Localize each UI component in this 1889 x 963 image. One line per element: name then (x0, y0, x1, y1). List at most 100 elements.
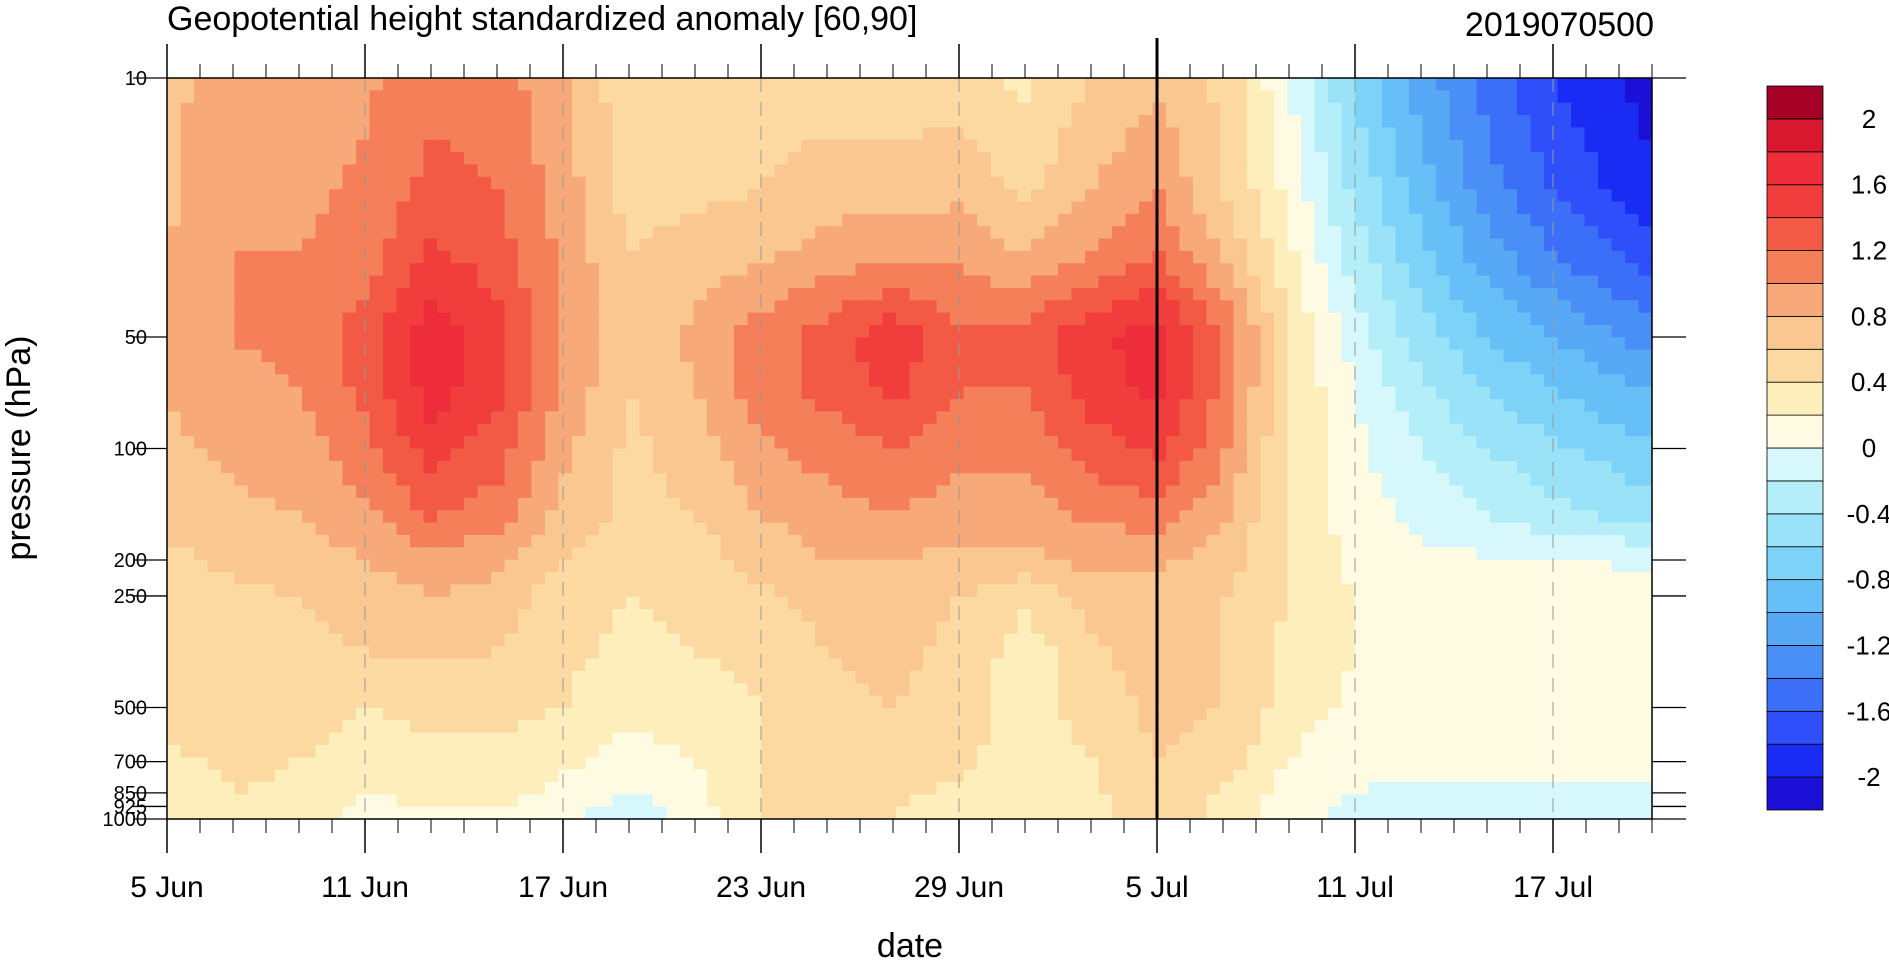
field-cell (1422, 152, 1437, 166)
field-cell (720, 473, 735, 487)
field-cell (1152, 78, 1167, 91)
field-cell (1031, 78, 1046, 91)
field-cell (1044, 448, 1059, 462)
field-cell (1625, 572, 1640, 585)
field-cell (356, 411, 371, 425)
field-cell (936, 534, 951, 548)
field-cell (1017, 337, 1032, 351)
field-cell (882, 374, 897, 388)
field-cell (1409, 78, 1424, 91)
field-cell (950, 436, 965, 450)
field-cell (1314, 411, 1329, 425)
field-cell (1517, 349, 1532, 363)
field-cell (531, 534, 546, 548)
field-cell (801, 436, 816, 450)
field-cell (504, 362, 519, 375)
field-cell (1301, 596, 1316, 610)
field-cell (1004, 300, 1019, 314)
field-cell (1476, 102, 1491, 116)
field-cell (1206, 226, 1221, 240)
field-cell (923, 510, 938, 524)
field-cell (828, 448, 843, 462)
field-cell (599, 559, 614, 573)
field-cell (612, 596, 627, 610)
field-cell (1058, 312, 1073, 326)
field-cell (869, 374, 884, 388)
field-cell (1503, 596, 1518, 610)
field-cell (599, 510, 614, 524)
field-cell (234, 250, 249, 264)
field-cell (585, 547, 600, 561)
field-cell (1530, 423, 1545, 437)
field-cell (450, 238, 465, 252)
field-cell (1328, 399, 1343, 413)
field-cell (1355, 485, 1370, 499)
field-cell (1112, 460, 1127, 474)
field-cell (1625, 152, 1640, 166)
field-cell (248, 510, 263, 524)
field-cell (1544, 485, 1559, 499)
field-cell (720, 127, 735, 141)
field-cell (261, 287, 276, 301)
field-cell (1490, 460, 1505, 474)
field-cell (221, 78, 236, 91)
field-cell (1004, 473, 1019, 487)
field-cell (1166, 436, 1181, 450)
field-cell (963, 300, 978, 314)
field-cell (761, 78, 776, 91)
field-cell (1611, 164, 1626, 178)
field-cell (1422, 448, 1437, 462)
field-cell (585, 152, 600, 166)
field-cell (1206, 436, 1221, 450)
field-cell (1179, 275, 1194, 289)
field-cell (275, 152, 290, 166)
field-cell (248, 609, 263, 622)
field-cell (842, 436, 857, 450)
field-cell (936, 497, 951, 511)
field-cell (909, 510, 924, 524)
field-cell (1179, 362, 1194, 375)
field-cell (1584, 510, 1599, 524)
field-cell (1098, 201, 1113, 215)
field-cell (194, 263, 209, 277)
field-cell (1584, 127, 1599, 141)
field-cell (1476, 287, 1491, 301)
field-cell (1395, 201, 1410, 215)
field-cell (1125, 287, 1140, 301)
field-cell (1314, 522, 1329, 536)
field-cell (1301, 374, 1316, 388)
field-cell (963, 287, 978, 301)
field-cell (896, 201, 911, 215)
field-cell (1409, 127, 1424, 141)
field-cell (1166, 78, 1181, 91)
field-cell (1530, 250, 1545, 264)
field-cell (869, 423, 884, 437)
field-cell (1503, 423, 1518, 437)
field-cell (356, 275, 371, 289)
field-cell (1436, 399, 1451, 413)
field-cell (950, 213, 965, 227)
field-cell (896, 510, 911, 524)
field-cell (1301, 534, 1316, 548)
field-cell (1503, 349, 1518, 363)
field-cell (464, 436, 479, 450)
field-cell (1328, 164, 1343, 178)
field-cell (396, 287, 411, 301)
field-cell (842, 139, 857, 153)
field-cell (788, 78, 803, 91)
field-cell (369, 460, 384, 474)
field-cell (828, 349, 843, 363)
field-cell (1017, 609, 1032, 622)
field-cell (1166, 386, 1181, 400)
field-cell (1449, 436, 1464, 450)
field-cell (315, 176, 330, 190)
field-cell (477, 201, 492, 215)
field-cell (1206, 189, 1221, 203)
field-cell (977, 189, 992, 203)
field-cell (1611, 510, 1626, 524)
field-cell (842, 596, 857, 610)
field-cell (275, 572, 290, 585)
field-cell (437, 287, 452, 301)
field-cell (450, 534, 465, 548)
field-cell (1503, 102, 1518, 116)
